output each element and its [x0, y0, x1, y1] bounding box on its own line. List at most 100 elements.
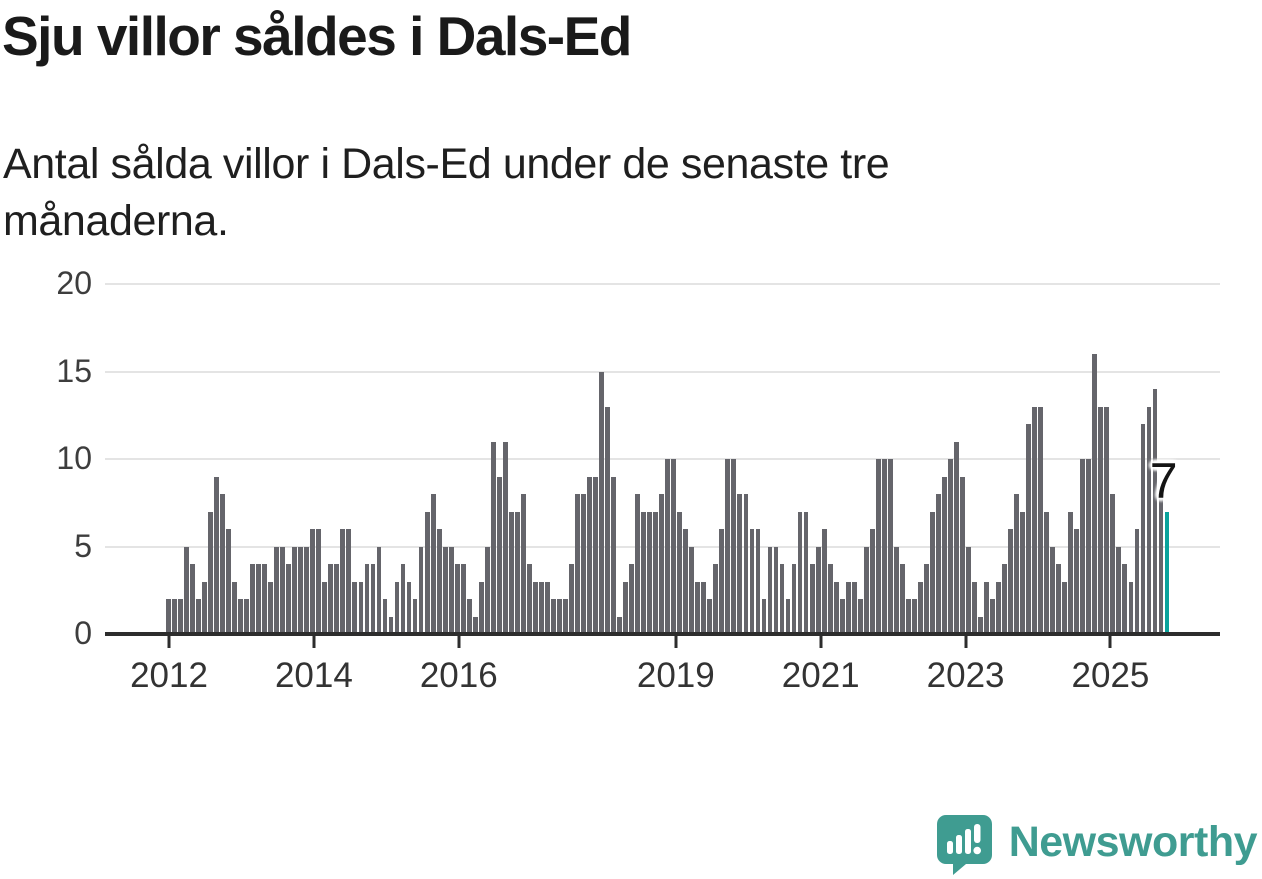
bar — [737, 494, 743, 634]
bar — [472, 616, 478, 634]
bar — [256, 564, 262, 634]
bar — [767, 546, 773, 634]
bar — [725, 459, 731, 634]
bar — [274, 546, 280, 634]
bar — [250, 564, 256, 634]
bar — [785, 599, 791, 634]
bar — [538, 581, 544, 634]
bar — [484, 546, 490, 634]
x-tick-2019 — [674, 634, 678, 648]
bar — [599, 371, 604, 634]
bar — [304, 546, 310, 634]
bar — [1146, 406, 1152, 634]
bar — [478, 581, 484, 634]
bar — [1116, 546, 1122, 634]
bar — [671, 459, 677, 634]
bar — [352, 581, 358, 634]
bar — [178, 599, 183, 634]
bar — [406, 581, 412, 634]
x-tick-label-2023: 2023 — [926, 656, 1005, 695]
bar — [1158, 494, 1164, 634]
bar — [593, 476, 598, 634]
x-tick-label-2012: 2012 — [130, 656, 208, 695]
bar — [797, 511, 803, 634]
bar — [430, 494, 436, 634]
bar — [869, 529, 875, 634]
bar — [1056, 564, 1062, 634]
x-tick-label-2019: 2019 — [636, 656, 715, 695]
bar — [364, 564, 370, 634]
bar — [575, 494, 580, 634]
bar — [208, 511, 213, 634]
bar — [166, 599, 171, 634]
bar — [448, 546, 454, 634]
bar — [172, 599, 177, 634]
bar — [635, 494, 641, 634]
bar — [809, 564, 815, 634]
y-tick-label-20: 20 — [56, 265, 92, 301]
bar — [942, 476, 947, 634]
newsworthy-logo: Newsworthy — [935, 813, 1258, 877]
bar — [268, 581, 274, 634]
bar — [322, 581, 328, 634]
x-tick-2023 — [964, 634, 968, 648]
bar — [954, 441, 959, 634]
bar — [1152, 389, 1158, 634]
newsworthy-bubble-chart-icon — [936, 815, 992, 875]
y-axis-labels: 0 5 10 15 20 — [0, 267, 92, 649]
bar — [911, 599, 917, 634]
bar — [731, 459, 737, 634]
bar — [857, 599, 863, 634]
bar — [514, 511, 520, 634]
bar — [936, 494, 941, 634]
bar — [436, 529, 442, 634]
bar — [587, 476, 592, 634]
x-tick-2016 — [457, 634, 461, 648]
bar — [990, 599, 995, 634]
bar — [1098, 406, 1104, 634]
x-tick-2021 — [819, 634, 823, 648]
bar — [382, 599, 388, 634]
bar — [1134, 529, 1140, 634]
bar — [563, 599, 568, 634]
latest-value-label: 7 — [1149, 452, 1178, 509]
bar — [412, 599, 418, 634]
x-tick-label-2014: 2014 — [274, 656, 353, 695]
bar — [623, 581, 629, 634]
bar — [659, 494, 665, 634]
bar — [653, 511, 659, 634]
bar — [262, 564, 268, 634]
bar — [948, 459, 953, 634]
bar — [508, 511, 514, 634]
bar — [833, 581, 839, 634]
bar — [238, 599, 244, 634]
page-title: Sju villor såldes i Dals-Ed — [2, 5, 632, 67]
bar — [202, 581, 207, 634]
bar — [755, 529, 761, 634]
bar — [1002, 564, 1007, 634]
bar — [905, 599, 911, 634]
bar — [286, 564, 292, 634]
bar — [677, 511, 683, 634]
bar — [1140, 424, 1146, 634]
bar-series: 2012 2014 2016 2019 2021 2023 2025 — [130, 284, 1170, 695]
bar — [394, 581, 400, 634]
bar — [1110, 494, 1116, 634]
bar — [214, 476, 219, 634]
bar — [418, 546, 424, 634]
bar — [743, 494, 749, 634]
bar — [1104, 406, 1110, 634]
bar — [1050, 546, 1056, 634]
bar — [1068, 511, 1074, 634]
gridline-15 — [105, 370, 1220, 373]
bar — [1080, 459, 1086, 634]
x-tick-label-2025: 2025 — [1071, 656, 1150, 695]
bar — [966, 546, 971, 634]
bar — [839, 599, 845, 634]
bar — [316, 529, 322, 634]
bar — [328, 564, 334, 634]
bar — [370, 564, 376, 634]
bar — [569, 564, 574, 634]
bar — [827, 564, 833, 634]
bar — [695, 581, 701, 634]
